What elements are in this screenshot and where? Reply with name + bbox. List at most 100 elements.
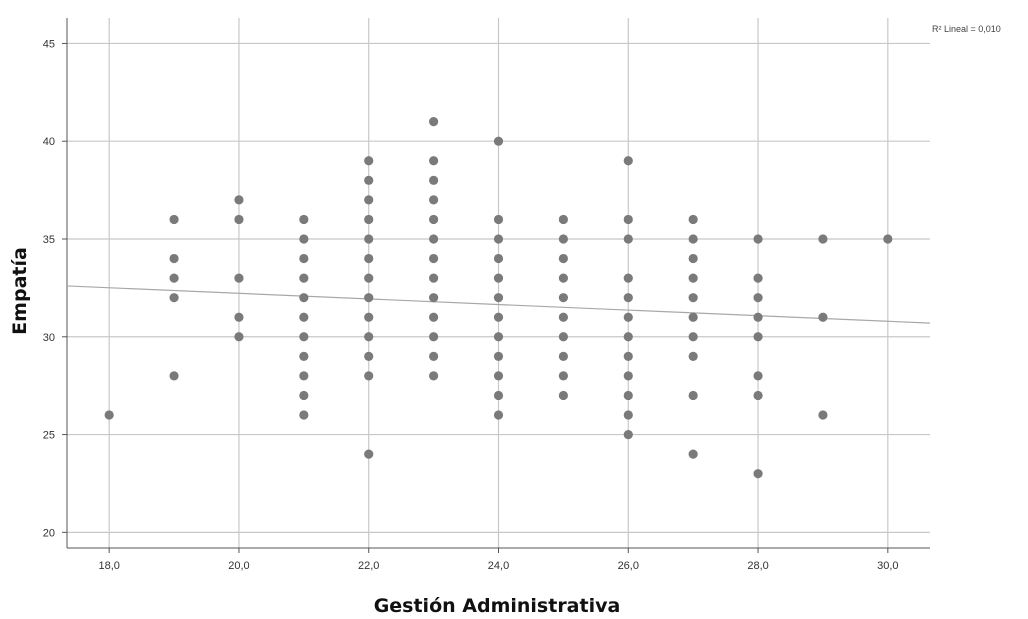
data-point [753,469,763,479]
data-point [429,293,439,303]
x-tick-label: 24,0 [488,560,509,572]
data-point [429,253,439,264]
data-point [818,410,828,420]
data-point [299,214,309,225]
x-axis-title: Gestión Administrativa [374,595,621,617]
data-point [558,253,568,264]
data-point [234,273,244,283]
data-point [234,312,244,322]
data-point [623,371,633,381]
data-point [688,449,698,459]
data-point [429,332,439,342]
fit-line [66,285,931,324]
data-point [818,312,828,322]
x-tick-label: 28,0 [747,560,768,572]
data-point [688,273,698,283]
y-tick-label: 35 [43,234,55,246]
data-point [169,273,179,283]
data-point [429,234,439,244]
data-point [234,214,244,225]
data-point [364,214,374,225]
data-point [558,390,568,401]
data-point [753,332,763,342]
y-tick-label: 20 [43,527,55,539]
data-point [364,156,374,166]
data-point [493,390,504,401]
data-point [364,371,374,381]
data-point [169,214,179,225]
data-point [753,390,763,401]
grid-lines [62,18,930,553]
data-point [493,371,504,381]
data-point [493,214,504,225]
y-tick-label: 25 [43,430,55,442]
data-point [429,175,439,185]
data-point [753,234,763,244]
data-point [429,312,439,322]
x-tick-label: 18,0 [98,560,119,572]
data-point [558,293,568,303]
r-squared-annotation: R² Lineal = 0,010 [932,24,1001,34]
data-point [688,390,698,401]
data-point [623,312,633,322]
data-point [364,293,374,303]
data-point [688,293,698,303]
fit-line-group [66,285,931,324]
data-point [104,410,114,420]
data-point [558,312,568,322]
data-point [493,410,504,420]
data-point [623,429,633,440]
data-point [299,273,309,283]
data-point [623,293,633,303]
data-point [299,390,309,401]
data-point [688,312,698,322]
data-point [364,175,374,185]
data-point [688,253,698,264]
data-point [169,293,179,303]
data-point [234,195,244,205]
data-point [299,410,309,420]
data-point [493,273,504,283]
data-point [558,234,568,244]
data-point [493,234,504,244]
data-point [364,273,374,283]
data-point [558,332,568,342]
data-point [364,449,374,459]
x-tick-label: 26,0 [618,560,639,572]
data-point [558,371,568,381]
data-point [558,214,568,225]
data-point [429,117,439,127]
data-point [299,293,309,303]
axes [66,18,930,549]
x-tick-labels: 18,0 20,0 22,0 24,0 26,0 28,0 30,0 [98,560,898,572]
data-point [753,312,763,322]
data-point [818,234,828,244]
data-point [623,390,633,401]
data-point [429,214,439,225]
data-point [299,332,309,342]
x-tick-label: 22,0 [358,560,379,572]
data-point [429,371,439,381]
data-point [623,332,633,342]
data-point [688,332,698,342]
data-point [364,195,374,205]
data-point [493,136,504,146]
data-point [169,253,179,264]
data-point [688,214,698,225]
data-point [753,273,763,283]
data-point [623,214,633,225]
data-point [429,351,439,361]
data-point [623,234,633,244]
data-point [558,351,568,361]
data-point [169,371,179,381]
y-axis-title: Empatía [9,247,31,335]
y-tick-label: 45 [43,38,55,50]
x-tick-label: 30,0 [877,560,898,572]
data-point [234,332,244,342]
y-tick-labels: 20 25 30 35 40 45 [43,38,55,539]
y-tick-label: 40 [43,136,55,148]
data-point [299,351,309,361]
data-point [493,293,504,303]
data-points [104,117,893,479]
